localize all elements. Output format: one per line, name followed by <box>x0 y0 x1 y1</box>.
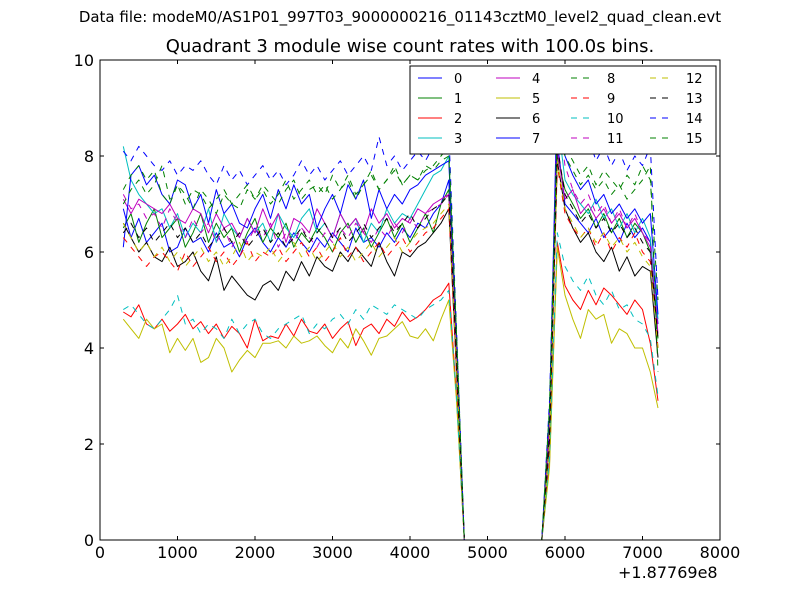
legend-label-13: 13 <box>686 92 703 107</box>
legend-label-11: 11 <box>607 132 624 147</box>
x-tick-label: 6000 <box>545 543 586 562</box>
y-tick-label: 0 <box>84 531 94 550</box>
legend-label-6: 6 <box>532 112 540 127</box>
x-tick-label: 1000 <box>157 543 198 562</box>
y-tick-label: 6 <box>84 243 94 262</box>
legend-label-0: 0 <box>454 72 462 87</box>
legend-box <box>409 65 717 155</box>
x-tick-label: 8000 <box>700 543 741 562</box>
chart-title: Quadrant 3 module wise count rates with … <box>165 36 655 57</box>
x-offset-label: +1.87769e8 <box>618 563 718 582</box>
series-line-5 <box>122 246 659 540</box>
legend-label-12: 12 <box>686 72 703 87</box>
x-tick-label: 3000 <box>312 543 353 562</box>
x-tick-label: 2000 <box>235 543 276 562</box>
series-line-7 <box>122 88 659 540</box>
legend-label-1: 1 <box>454 92 462 107</box>
x-tick-label: 0 <box>95 543 105 562</box>
series-line-11 <box>122 107 659 540</box>
y-tick-label: 2 <box>84 435 94 454</box>
suptitle: Data file: modeM0/AS1P01_997T03_90000002… <box>78 8 722 26</box>
y-tick-label: 10 <box>74 51 94 70</box>
series-layer <box>122 88 659 540</box>
series-line-0 <box>122 141 659 540</box>
series-line-15 <box>122 131 659 540</box>
series-line-10 <box>123 232 659 540</box>
x-tick-label: 5000 <box>467 543 508 562</box>
legend-label-2: 2 <box>454 112 462 127</box>
legend-label-5: 5 <box>532 92 540 107</box>
legend-label-15: 15 <box>686 132 703 147</box>
legend-label-4: 4 <box>532 72 540 87</box>
series-line-9 <box>122 165 659 540</box>
legend-label-14: 14 <box>686 112 703 127</box>
legend-label-7: 7 <box>532 132 540 147</box>
y-tick-label: 4 <box>84 339 94 358</box>
legend-label-8: 8 <box>607 72 615 87</box>
y-tick-label: 8 <box>84 147 94 166</box>
x-tick-label: 4000 <box>390 543 431 562</box>
legend-label-10: 10 <box>607 112 624 127</box>
legend-label-3: 3 <box>454 132 462 147</box>
series-line-4 <box>122 150 659 540</box>
x-tick-label: 7000 <box>622 543 663 562</box>
series-line-2 <box>123 241 659 540</box>
axes-frame <box>99 59 721 541</box>
series-line-14 <box>122 97 659 540</box>
legend-label-9: 9 <box>607 92 615 107</box>
